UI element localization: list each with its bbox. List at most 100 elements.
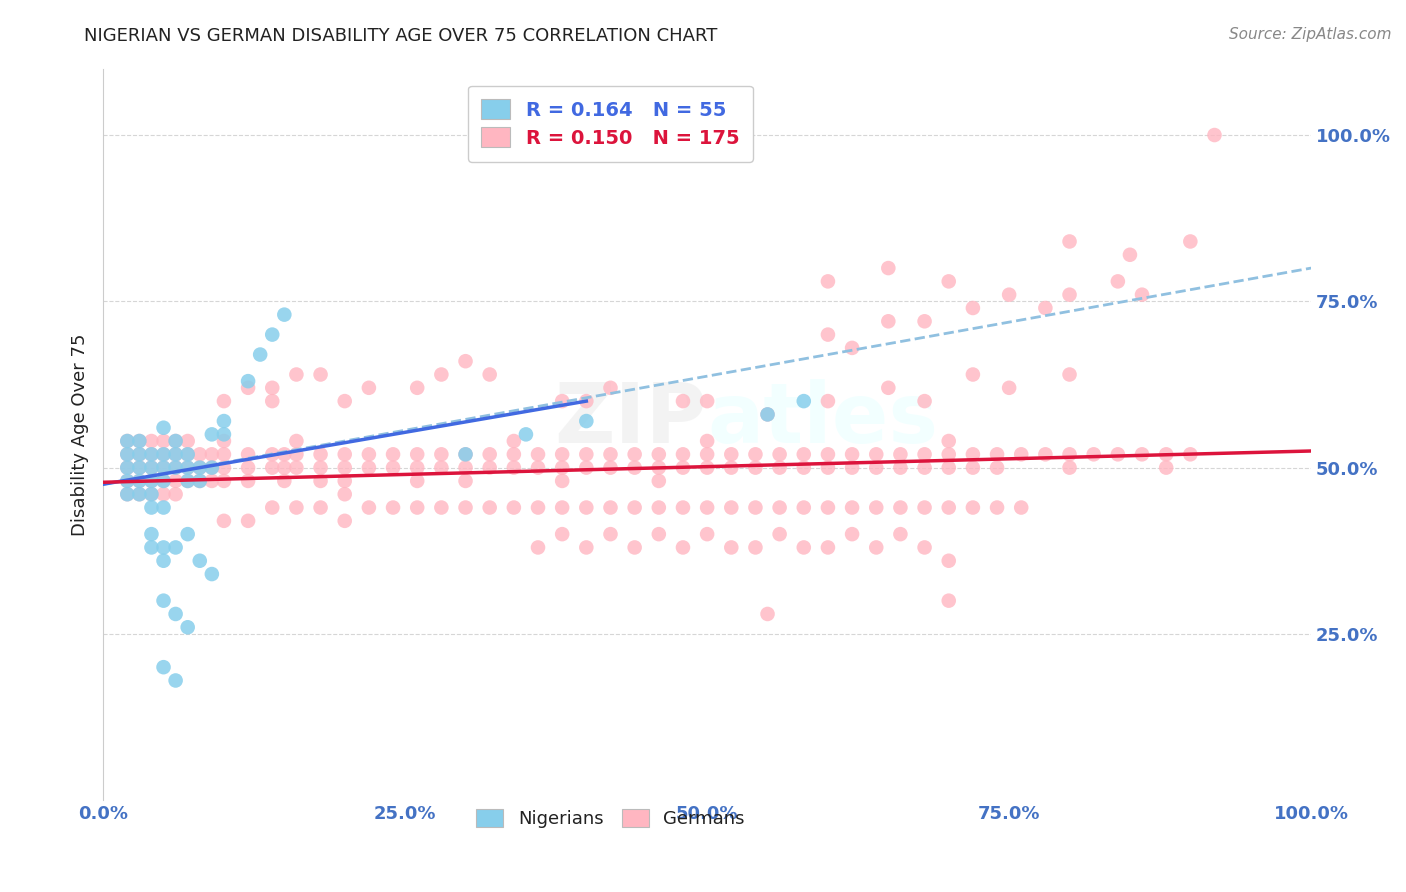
Point (599, 527, 621, 541)
Point (357, 381, 380, 395)
Point (333, 474, 356, 488)
Point (515, 427, 537, 442)
Point (756, 408, 779, 422)
Point (165, 474, 187, 488)
Point (672, 460, 695, 475)
Point (357, 500, 380, 515)
Point (430, 500, 453, 515)
Point (285, 460, 308, 475)
Point (454, 447, 477, 461)
Point (117, 447, 139, 461)
Point (152, 500, 174, 515)
Point (236, 514, 259, 528)
Point (165, 460, 187, 475)
Point (188, 474, 211, 488)
Point (333, 514, 356, 528)
Text: atles: atles (707, 379, 938, 460)
Point (128, 460, 150, 475)
Point (262, 394, 284, 409)
Point (201, 567, 224, 582)
Point (262, 447, 284, 461)
Point (128, 474, 150, 488)
Point (117, 487, 139, 501)
Point (502, 447, 524, 461)
Point (696, 434, 718, 448)
Point (1130, 287, 1153, 301)
Point (212, 434, 235, 448)
Point (152, 660, 174, 674)
Point (454, 500, 477, 515)
Point (117, 487, 139, 501)
Point (841, 447, 863, 461)
Point (165, 673, 187, 688)
Point (285, 434, 308, 448)
Point (696, 527, 718, 541)
Point (176, 447, 198, 461)
Point (599, 460, 621, 475)
Point (756, 408, 779, 422)
Point (1107, 447, 1129, 461)
Point (406, 500, 429, 515)
Point (914, 541, 936, 555)
Point (285, 447, 308, 461)
Point (152, 487, 174, 501)
Y-axis label: Disability Age Over 75: Disability Age Over 75 (72, 333, 89, 535)
Point (236, 381, 259, 395)
Point (575, 447, 598, 461)
Point (309, 474, 332, 488)
Text: Source: ZipAtlas.com: Source: ZipAtlas.com (1229, 27, 1392, 42)
Point (188, 554, 211, 568)
Point (165, 607, 187, 621)
Point (262, 381, 284, 395)
Point (176, 460, 198, 475)
Point (551, 527, 574, 541)
Point (841, 341, 863, 355)
Point (623, 447, 645, 461)
Point (478, 368, 501, 382)
Point (236, 374, 259, 388)
Point (648, 500, 671, 515)
Point (756, 607, 779, 621)
Point (285, 368, 308, 382)
Point (865, 500, 887, 515)
Point (1204, 128, 1226, 142)
Point (817, 447, 839, 461)
Point (273, 447, 295, 461)
Point (599, 447, 621, 461)
Point (128, 447, 150, 461)
Point (430, 460, 453, 475)
Text: NIGERIAN VS GERMAN DISABILITY AGE OVER 75 CORRELATION CHART: NIGERIAN VS GERMAN DISABILITY AGE OVER 7… (84, 27, 717, 45)
Point (117, 434, 139, 448)
Point (962, 500, 984, 515)
Point (962, 447, 984, 461)
Point (201, 460, 224, 475)
Point (201, 460, 224, 475)
Point (152, 447, 174, 461)
Point (454, 354, 477, 368)
Point (502, 460, 524, 475)
Point (176, 527, 198, 541)
Point (914, 447, 936, 461)
Point (768, 447, 790, 461)
Point (914, 394, 936, 409)
Point (236, 460, 259, 475)
Point (212, 474, 235, 488)
Point (201, 427, 224, 442)
Point (889, 527, 911, 541)
Point (841, 500, 863, 515)
Point (357, 460, 380, 475)
Point (176, 620, 198, 634)
Point (575, 460, 598, 475)
Point (672, 447, 695, 461)
Point (793, 500, 815, 515)
Point (152, 541, 174, 555)
Point (382, 500, 405, 515)
Point (128, 474, 150, 488)
Point (502, 434, 524, 448)
Point (236, 474, 259, 488)
Point (273, 460, 295, 475)
Point (889, 460, 911, 475)
Point (188, 474, 211, 488)
Point (672, 541, 695, 555)
Point (165, 447, 187, 461)
